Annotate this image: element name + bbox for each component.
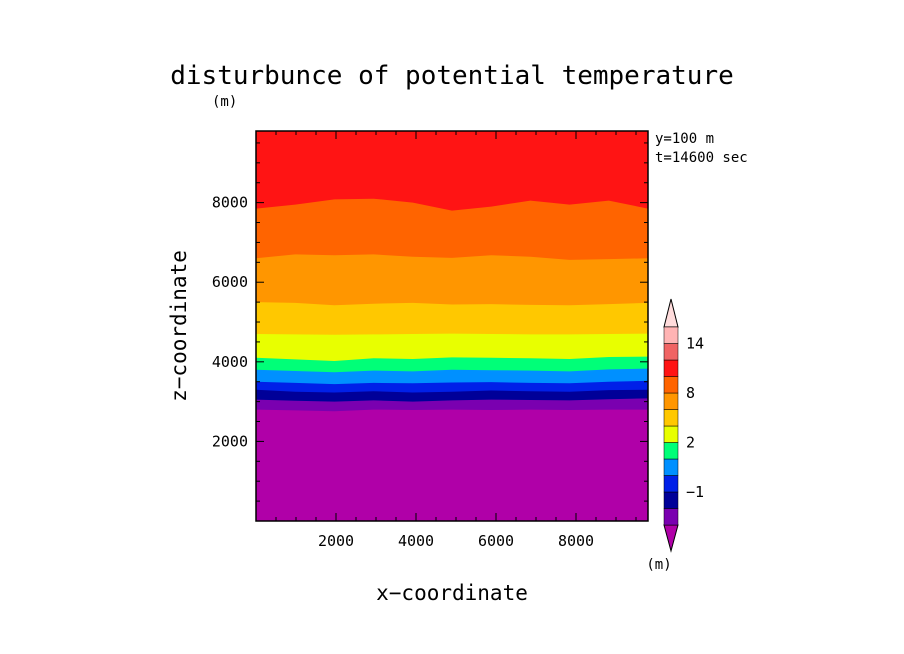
colorbar-swatch [663,491,679,509]
annotation-y: y=100 m [655,131,714,147]
x-tick-labels: 2000 4000 6000 8000 [318,532,594,550]
colorbar-label: 14 [686,335,704,353]
colorbar-swatch [663,508,679,526]
y-tick-label: 2000 [212,432,248,450]
plot-area [255,130,649,522]
y-tick-labels: 2000 4000 6000 8000 [212,194,248,451]
colorbar-swatch [663,343,679,361]
colorbar-swatch [663,425,679,443]
colorbar-swatch [663,376,679,394]
chart-title: disturbunce of potential temperature [170,61,734,91]
colorbar-swatch [663,458,679,476]
y-axis-label: z−coordinate [167,250,191,402]
y-tick-label: 6000 [212,273,248,291]
y-tick-label: 4000 [212,353,248,371]
colorbar: −1 2 8 14 [663,298,704,553]
x-axis-label: x−coordinate [376,581,528,605]
x-tick-label: 6000 [478,532,514,550]
y-tick-label: 8000 [212,194,248,212]
colorbar-high-arrow [663,298,679,328]
x-tick-label: 8000 [558,532,594,550]
colorbar-swatch [663,359,679,377]
colorbar-swatch [663,326,679,344]
colorbar-swatch [663,409,679,427]
annotation-time: t=14600 sec [655,150,748,166]
x-tick-label: 2000 [318,532,354,550]
plot-frame [255,130,649,522]
colorbar-swatch [663,475,679,493]
colorbar-unit: (m) [646,557,671,573]
colorbar-swatch [663,442,679,460]
contour-band-0 [256,409,648,521]
x-tick-label: 4000 [398,532,434,550]
colorbar-label: 2 [686,434,695,452]
colorbar-label: 8 [686,384,695,402]
colorbar-swatch [663,392,679,410]
y-unit-label: (m) [212,94,237,110]
colorbar-label: −1 [686,483,704,501]
colorbar-low-arrow [663,524,679,553]
